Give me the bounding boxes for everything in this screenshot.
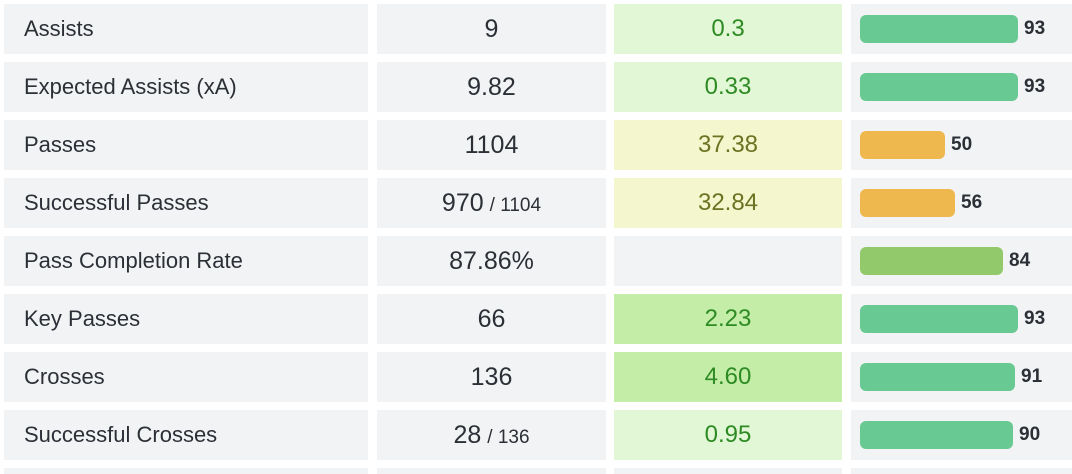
stat-label-cell: Expected Assists (xA)	[4, 62, 368, 112]
stat-label-cell: Assists	[4, 4, 368, 54]
stat-total: 970/ 1104	[377, 178, 606, 232]
stat-per90-cell: 2.23	[614, 294, 842, 344]
percentile-bar	[860, 15, 1018, 43]
stat-label-cell: Crosses	[4, 352, 368, 402]
stat-label: Key Passes	[24, 306, 141, 331]
stat-label: Successful Passes	[24, 190, 209, 215]
stat-per90-value: 4.60	[704, 363, 752, 390]
stat-per90-cell	[614, 236, 842, 286]
percentile-value: 56	[961, 192, 983, 213]
table-row: Successful Passes 970/ 1104 32.84 56	[0, 178, 1072, 228]
stat-total-value: 1104	[464, 131, 519, 159]
stat-label-cell: Passes	[4, 120, 368, 170]
percentile-value: 93	[1024, 308, 1046, 329]
stat-total-value: 9.82	[467, 73, 516, 101]
stat-total: 136	[377, 352, 606, 406]
stat-per90-cell: 0.33	[614, 62, 842, 112]
percentile-value: 50	[951, 134, 973, 155]
stat-percentile-cell: 84	[851, 236, 1072, 286]
stat-total-value: 9	[484, 15, 499, 43]
stat-per90-cell: 0.95	[614, 410, 842, 460]
percentile-value: 93	[1024, 18, 1046, 39]
stat-total-value: 66	[477, 305, 506, 333]
percentile-bar	[860, 73, 1018, 101]
stat-total-of: / 136	[487, 427, 530, 448]
stat-percentile-cell: 50	[851, 120, 1072, 170]
stat-total-cell: 9	[377, 4, 606, 54]
stat-total-cell: 9.82	[377, 62, 606, 112]
stat-total-cell: 1104	[377, 120, 606, 170]
stat-total-value: 136	[470, 363, 513, 391]
table-row: Successful Crosses 28/ 136 0.95 90	[0, 410, 1072, 460]
stat-total-value: 970	[441, 189, 484, 217]
stat-total-of: / 1104	[489, 195, 542, 216]
percentile-value: 91	[1021, 366, 1043, 387]
percentile-bar	[860, 363, 1015, 391]
stat-percentile-cell: 93	[851, 62, 1072, 112]
table-row: Assists 9 0.3 93	[0, 4, 1072, 54]
stat-label: Crosses	[24, 364, 105, 389]
stat-per90-value: 32.84	[697, 189, 759, 216]
stat-label-cell: Key Passes	[4, 294, 368, 344]
stat-total: 28/ 136	[377, 410, 606, 464]
stat-total-cell: 87.86%	[377, 236, 606, 286]
stat-total: 9.82	[377, 62, 606, 116]
stat-percentile-cell: 56	[851, 178, 1072, 228]
percentile-value: 84	[1009, 250, 1031, 271]
partial-cell	[851, 468, 1072, 474]
percentile-bar	[860, 421, 1013, 449]
table-row: Passes 1104 37.38 50	[0, 120, 1072, 170]
stat-total-cell: 136	[377, 352, 606, 402]
table-row: Key Passes 66 2.23 93	[0, 294, 1072, 344]
partial-cell	[614, 468, 842, 474]
stat-label: Pass Completion Rate	[24, 248, 243, 273]
stat-label: Passes	[24, 132, 97, 157]
stat-per90-cell: 4.60	[614, 352, 842, 402]
table-row: Pass Completion Rate 87.86% 84	[0, 236, 1072, 286]
percentile-bar	[860, 131, 945, 159]
stat-label: Successful Crosses	[24, 422, 218, 447]
percentile-value: 93	[1024, 76, 1046, 97]
percentile-bar	[860, 189, 955, 217]
stat-per90-value: 0.95	[704, 421, 752, 448]
stat-per90-value: 2.23	[704, 305, 752, 332]
percentile-bar	[860, 247, 1003, 275]
stat-per90-cell: 37.38	[614, 120, 842, 170]
stat-total-value: 87.86%	[449, 247, 534, 275]
percentile-bar	[860, 305, 1018, 333]
stat-percentile-cell: 90	[851, 410, 1072, 460]
stat-per90-value: 0.3	[711, 15, 745, 42]
stat-total: 66	[377, 294, 606, 348]
stat-total-cell: 28/ 136	[377, 410, 606, 460]
stat-per90-cell: 0.3	[614, 4, 842, 54]
table-row-partial	[0, 468, 1072, 474]
percentile-value: 90	[1019, 424, 1041, 445]
stat-total-cell: 970/ 1104	[377, 178, 606, 228]
stat-total: 9	[377, 4, 606, 58]
stat-total-cell: 66	[377, 294, 606, 344]
stat-label-cell: Successful Passes	[4, 178, 368, 228]
stat-label-cell: Successful Crosses	[4, 410, 368, 460]
stat-label-cell: Pass Completion Rate	[4, 236, 368, 286]
stat-label: Expected Assists (xA)	[24, 74, 237, 99]
stat-total: 1104	[377, 120, 606, 174]
stat-per90-cell: 32.84	[614, 178, 842, 228]
stat-percentile-cell: 91	[851, 352, 1072, 402]
stat-percentile-cell: 93	[851, 294, 1072, 344]
table-row: Expected Assists (xA) 9.82 0.33 93	[0, 62, 1072, 112]
stat-per90-value: 0.33	[704, 73, 752, 100]
stat-per90-value: 37.38	[697, 131, 759, 158]
partial-cell	[4, 468, 368, 474]
stat-total: 87.86%	[377, 236, 606, 290]
stat-total-value: 28	[453, 421, 482, 449]
stat-label: Assists	[24, 16, 94, 41]
table-row: Crosses 136 4.60 91	[0, 352, 1072, 402]
partial-cell	[377, 468, 606, 474]
stat-percentile-cell: 93	[851, 4, 1072, 54]
